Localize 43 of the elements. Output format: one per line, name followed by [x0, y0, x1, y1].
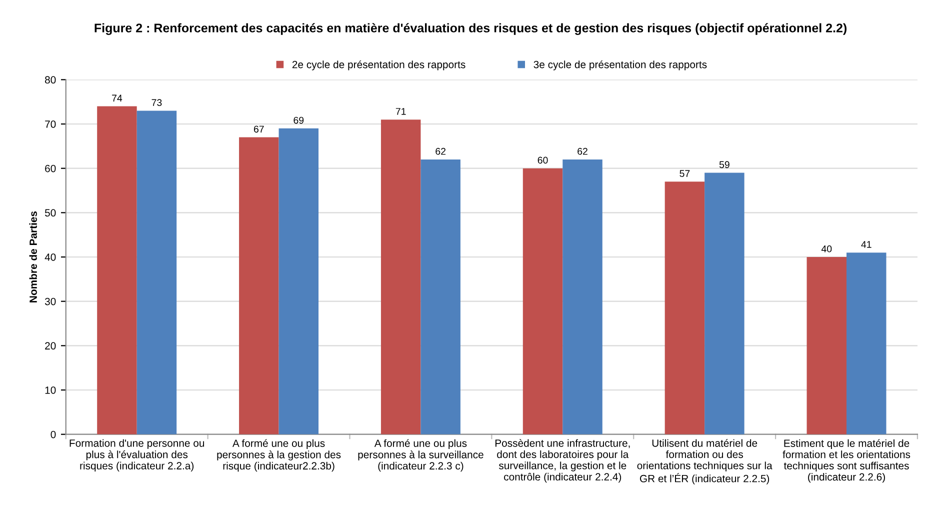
legend-label: 3e cycle de présentation des rapports [534, 60, 707, 70]
y-tick-label: 30 [44, 298, 56, 306]
chart-title: Figure 2 : Renforcement des capacités en matière d'évaluation des risques et de gestion des risques (objectif opérationnel 2.2) [94, 23, 846, 35]
y-tick-label: 10 [45, 386, 56, 394]
bar [97, 106, 137, 434]
bar [562, 159, 602, 434]
x-tick-label: A formé une ou plus personnes à la gestion des risque (indicateur2.2.3b) [217, 439, 341, 472]
y-tick-label: 0 [50, 430, 56, 438]
data-label: 40 [821, 245, 832, 252]
bar [239, 137, 279, 434]
data-label: 67 [254, 126, 264, 133]
bar [420, 159, 460, 434]
y-tick-label: 20 [45, 342, 56, 350]
bar [522, 168, 563, 434]
x-tick-label: Possèdent une infrastructure, dont des laboratoires pour la surveillance, la gestion et le contrôle (indicateur 2.2.4) [495, 439, 630, 483]
y-tick-label: 80 [45, 76, 56, 84]
data-label: 41 [861, 241, 872, 248]
bar [846, 252, 886, 434]
data-label: 73 [152, 99, 162, 106]
bar [704, 172, 744, 434]
data-label: 57 [680, 170, 690, 177]
bar [664, 182, 705, 434]
bar [278, 128, 319, 434]
bar [136, 110, 177, 434]
y-tick-label: 50 [44, 209, 56, 217]
data-label: 59 [719, 161, 730, 168]
data-label: 69 [294, 116, 304, 124]
legend-label: 2e cycle de présentation des rapports [292, 60, 466, 70]
data-label: 62 [578, 148, 588, 155]
data-label: 71 [396, 108, 406, 115]
x-tick-label: Estiment que le matériel de formation et les orientations techniques sont suffisantes (indicateur 2.2.6) [782, 439, 910, 483]
y-tick-label: 70 [45, 120, 56, 128]
y-tick-label: 40 [44, 254, 56, 261]
data-label: 62 [436, 148, 446, 155]
x-tick-label: Formation d'une personne ou plus à l'évaluation des risques (indicateur 2.2.a) [70, 439, 204, 472]
y-tick-label: 60 [45, 164, 56, 172]
data-label: 60 [538, 156, 548, 164]
data-label: 74 [112, 94, 122, 102]
x-tick-label: Utilisent du matériel de formation ou des orientations techniques sur la GR et l’ÉR (indicateur 2.2.5) [637, 439, 772, 484]
y-axis-title: Nombre de Parties [29, 211, 37, 302]
bar [380, 120, 421, 434]
bar [806, 257, 847, 434]
x-tick-label: A formé une ou plus personnes à la surveillance (indicateur 2.2.3 c) [358, 439, 484, 472]
